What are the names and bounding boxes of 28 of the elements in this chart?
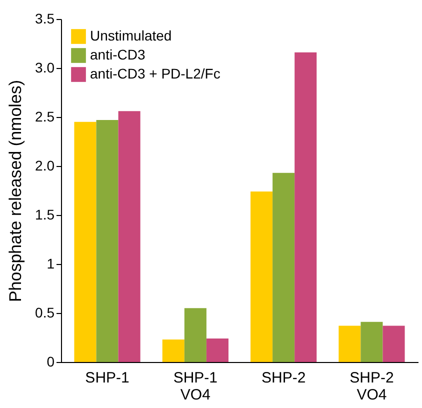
bar (96, 120, 118, 362)
y-tick-label: 0 (46, 354, 55, 370)
x-tick-label: SHP-2 (261, 370, 306, 386)
bar (184, 308, 206, 362)
x-tick-label: SHP-1 VO4 (173, 370, 218, 404)
y-tick-label: 2.0 (35, 158, 55, 174)
legend-label: anti-CD3 (90, 46, 146, 62)
bar (74, 122, 96, 362)
y-tick-label: 2.5 (35, 108, 55, 124)
legend-label: Unstimulated (90, 28, 172, 44)
bar (206, 338, 228, 362)
bar (272, 172, 295, 362)
bar (162, 339, 184, 362)
legend-label: anti-CD3 + PD-L2/Fc (90, 66, 220, 82)
y-tick-label: 0.5 (35, 304, 55, 320)
bar (250, 191, 273, 362)
bar (360, 322, 383, 362)
bar (294, 52, 317, 362)
bar (382, 326, 405, 362)
y-tick-label: 1 (46, 256, 55, 272)
x-tick-label: SHP-2 VO4 (350, 370, 394, 404)
y-tick-label: 3.0 (35, 60, 55, 76)
y-axis-title: Phosphate released (nmoles) (6, 80, 26, 302)
bar (338, 326, 361, 362)
y-tick-label: 3.5 (35, 10, 55, 26)
y-tick-label: 1.5 (35, 206, 55, 222)
x-tick-label: SHP-1 (85, 370, 130, 386)
bar (118, 111, 140, 362)
